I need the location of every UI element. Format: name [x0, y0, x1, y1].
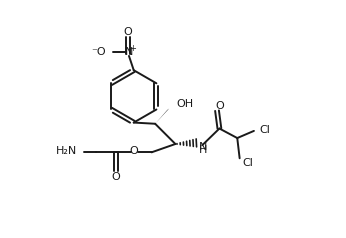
Text: O: O: [130, 146, 139, 156]
Text: OH: OH: [176, 99, 193, 109]
Text: H₂N: H₂N: [56, 146, 77, 156]
Text: O: O: [111, 172, 120, 182]
Text: ⁻O: ⁻O: [91, 47, 106, 57]
Text: Cl: Cl: [243, 158, 253, 168]
Text: O: O: [216, 101, 224, 111]
Text: +: +: [130, 44, 136, 53]
Text: N: N: [199, 142, 208, 152]
Text: H: H: [199, 145, 208, 155]
Text: O: O: [124, 27, 132, 37]
Polygon shape: [155, 109, 169, 124]
Text: N: N: [125, 47, 133, 57]
Text: Cl: Cl: [259, 125, 270, 135]
